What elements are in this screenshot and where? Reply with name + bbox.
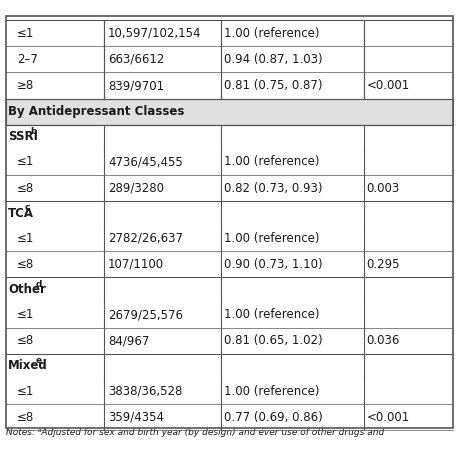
Bar xyxy=(6,16,454,428)
Bar xyxy=(6,225,454,251)
Text: 1.00 (reference): 1.00 (reference) xyxy=(224,27,320,40)
Text: ≤1: ≤1 xyxy=(17,232,35,245)
Text: e: e xyxy=(36,356,42,365)
Bar xyxy=(6,125,454,149)
Bar xyxy=(6,328,454,354)
Bar xyxy=(6,175,454,201)
Text: 289/3280: 289/3280 xyxy=(108,182,164,194)
Text: 663/6612: 663/6612 xyxy=(108,53,164,66)
Bar xyxy=(6,354,454,378)
Text: ≥8: ≥8 xyxy=(17,79,35,92)
Bar xyxy=(6,301,454,328)
Text: 0.295: 0.295 xyxy=(366,258,400,271)
Bar xyxy=(6,404,454,430)
Text: 2679/25,576: 2679/25,576 xyxy=(108,308,183,321)
Text: 2782/26,637: 2782/26,637 xyxy=(108,232,183,245)
Text: ≤8: ≤8 xyxy=(17,258,35,271)
Text: 0.81 (0.75, 0.87): 0.81 (0.75, 0.87) xyxy=(224,79,323,92)
Text: 0.82 (0.73, 0.93): 0.82 (0.73, 0.93) xyxy=(224,182,323,194)
Text: ≤1: ≤1 xyxy=(17,308,35,321)
Bar xyxy=(6,201,454,225)
Text: b: b xyxy=(30,127,36,136)
Text: 1.00 (reference): 1.00 (reference) xyxy=(224,308,320,321)
Text: 107/1100: 107/1100 xyxy=(108,258,164,271)
Text: 4736/45,455: 4736/45,455 xyxy=(108,155,183,168)
Text: 0.003: 0.003 xyxy=(366,182,400,194)
Text: 2–7: 2–7 xyxy=(17,53,38,66)
Text: 0.94 (0.87, 1.03): 0.94 (0.87, 1.03) xyxy=(224,53,323,66)
Text: 0.77 (0.69, 0.86): 0.77 (0.69, 0.86) xyxy=(224,410,323,424)
Text: <0.001: <0.001 xyxy=(366,410,410,424)
Text: 0.81 (0.65, 1.02): 0.81 (0.65, 1.02) xyxy=(224,334,323,347)
Text: 0.036: 0.036 xyxy=(366,334,400,347)
Text: ≤8: ≤8 xyxy=(17,334,35,347)
Text: ≤8: ≤8 xyxy=(17,182,35,194)
Bar xyxy=(6,149,454,175)
Text: Mixed: Mixed xyxy=(8,359,48,373)
Text: 0.90 (0.73, 1.10): 0.90 (0.73, 1.10) xyxy=(224,258,323,271)
Text: 84/967: 84/967 xyxy=(108,334,149,347)
Text: Other: Other xyxy=(8,283,46,296)
Bar xyxy=(6,20,454,46)
Bar xyxy=(6,73,454,99)
Text: 10,597/102,154: 10,597/102,154 xyxy=(108,27,201,40)
Text: 3838/36,528: 3838/36,528 xyxy=(108,384,182,398)
Text: 359/4354: 359/4354 xyxy=(108,410,164,424)
Text: ≤8: ≤8 xyxy=(17,410,35,424)
Text: By Antidepressant Classes: By Antidepressant Classes xyxy=(8,105,184,118)
Text: <0.001: <0.001 xyxy=(366,79,410,92)
Text: ≤1: ≤1 xyxy=(17,384,35,398)
Text: Notes: ᵃAdjusted for sex and birth year (by design) and ever use of other drugs : Notes: ᵃAdjusted for sex and birth year … xyxy=(6,428,384,437)
Text: c: c xyxy=(25,203,30,212)
Text: 1.00 (reference): 1.00 (reference) xyxy=(224,384,320,398)
Text: d: d xyxy=(36,280,42,289)
Text: 839/9701: 839/9701 xyxy=(108,79,164,92)
Bar xyxy=(6,378,454,404)
Text: ≤1: ≤1 xyxy=(17,155,35,168)
Bar xyxy=(6,277,454,301)
Text: TCA: TCA xyxy=(8,207,34,219)
Text: ≤1: ≤1 xyxy=(17,27,35,40)
Bar xyxy=(6,251,454,277)
Bar xyxy=(6,99,454,125)
Text: 1.00 (reference): 1.00 (reference) xyxy=(224,155,320,168)
Text: SSRI: SSRI xyxy=(8,130,38,143)
Bar xyxy=(6,46,454,73)
Text: 1.00 (reference): 1.00 (reference) xyxy=(224,232,320,245)
